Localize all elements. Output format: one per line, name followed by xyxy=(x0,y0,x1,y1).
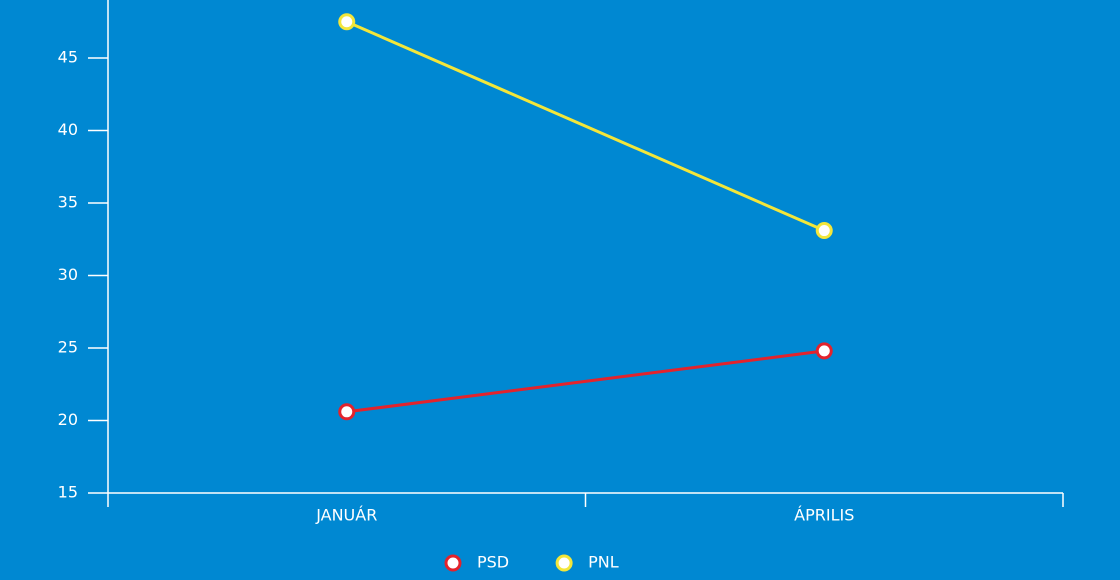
point xyxy=(338,403,356,421)
y-tick-label: 40 xyxy=(58,120,78,139)
y-tick-label: 35 xyxy=(58,193,78,212)
x-tick-label: JANUÁR xyxy=(315,506,377,525)
point xyxy=(815,222,833,240)
y-tick-label: 30 xyxy=(58,265,78,284)
y-tick-label: 25 xyxy=(58,338,78,357)
y-tick-label: 45 xyxy=(58,48,78,67)
legend-marker xyxy=(555,554,573,572)
series-line xyxy=(346,20,825,232)
legend-label: PNL xyxy=(588,553,619,572)
point xyxy=(815,342,833,360)
legend-label: PSD xyxy=(477,553,509,572)
y-tick-label: 20 xyxy=(58,410,78,429)
point xyxy=(338,13,356,31)
legend-marker xyxy=(444,554,462,572)
y-tick-label: 15 xyxy=(58,483,78,502)
series-line xyxy=(346,349,825,414)
x-tick-label: ÁPRILIS xyxy=(794,506,854,525)
